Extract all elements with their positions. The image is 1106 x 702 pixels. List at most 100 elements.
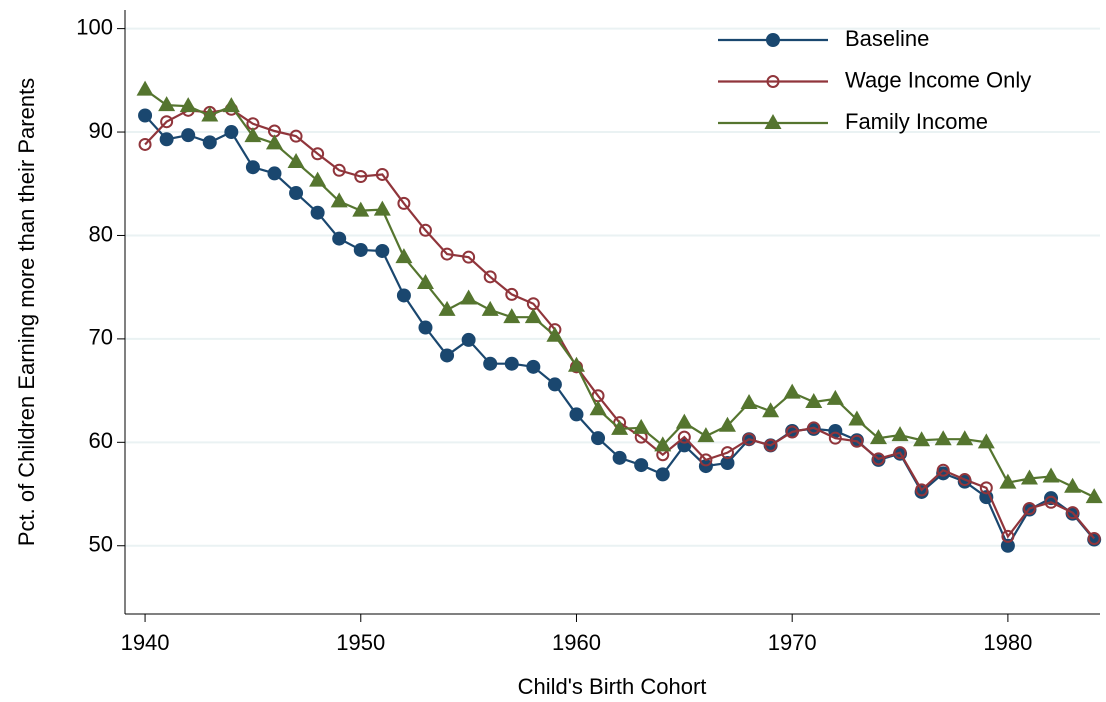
data-point (352, 201, 370, 217)
data-point (871, 452, 885, 466)
data-point (160, 115, 174, 129)
data-point (1042, 467, 1060, 483)
data-point (675, 413, 693, 429)
data-point (396, 288, 411, 303)
data-point (914, 484, 929, 499)
data-point (915, 483, 929, 497)
data-point (395, 248, 413, 264)
data-point (1000, 538, 1015, 553)
data-point (438, 300, 456, 316)
data-point (461, 332, 476, 347)
data-point (828, 431, 842, 445)
data-point (1064, 477, 1082, 493)
data-point (720, 456, 735, 470)
series-line (144, 108, 1096, 540)
data-point (418, 320, 433, 335)
data-point (762, 402, 780, 418)
data-point (977, 433, 995, 449)
data-point (481, 300, 499, 316)
data-point (287, 153, 305, 169)
data-point (699, 453, 713, 467)
data-point (591, 431, 606, 446)
legend-label: Wage Income Only (845, 67, 1031, 92)
data-point (764, 438, 778, 452)
data-point (440, 247, 454, 261)
data-point (179, 97, 197, 113)
data-point (138, 108, 153, 123)
data-point (956, 430, 974, 446)
data-point (1085, 488, 1103, 504)
data-point (159, 132, 174, 147)
y-tick-label: 50 (89, 532, 113, 557)
y-tick-label: 100 (76, 14, 113, 39)
data-point (848, 410, 866, 426)
data-point (418, 223, 432, 237)
data-point (869, 429, 887, 445)
y-axis-title: Pct. of Children Earning more than their… (14, 78, 39, 546)
data-point (202, 135, 217, 150)
data-point (612, 450, 627, 465)
data-point (783, 383, 801, 399)
data-point (807, 421, 821, 435)
data-point (720, 446, 734, 460)
data-point (373, 200, 391, 216)
legend-marker (766, 75, 780, 88)
data-point (547, 377, 562, 392)
data-point (999, 473, 1017, 489)
data-point (201, 106, 219, 122)
data-point (244, 127, 262, 143)
data-point (654, 436, 672, 452)
data-point (375, 243, 390, 258)
data-point (311, 147, 325, 161)
data-point (936, 463, 950, 477)
data-point (310, 205, 325, 220)
x-tick-label: 1970 (768, 630, 817, 655)
data-point (611, 419, 629, 435)
data-point (460, 289, 478, 305)
legend-label: Family Income (845, 109, 988, 134)
legend-marker (766, 33, 780, 47)
data-point (504, 356, 519, 371)
data-point (1044, 491, 1059, 506)
data-point (979, 481, 993, 495)
data-point (1022, 502, 1036, 516)
y-tick-label: 80 (89, 221, 113, 246)
data-point (503, 308, 521, 324)
data-point (742, 432, 756, 446)
data-point (181, 128, 196, 143)
legend-label: Baseline (845, 26, 929, 51)
data-point (265, 134, 283, 150)
data-point (526, 359, 541, 374)
data-point (440, 348, 455, 363)
data-point (354, 170, 368, 184)
data-point (634, 458, 649, 473)
data-point (1020, 469, 1038, 485)
y-tick-label: 90 (89, 118, 113, 143)
data-point (330, 192, 348, 208)
data-point (934, 430, 952, 446)
data-point (524, 308, 542, 324)
data-point (483, 270, 497, 284)
data-point (697, 427, 715, 443)
data-point (785, 425, 799, 439)
data-point (569, 407, 584, 422)
data-point (632, 418, 650, 434)
data-point (891, 426, 909, 442)
data-point (353, 242, 368, 257)
data-point (718, 416, 736, 432)
data-point (245, 160, 260, 175)
data-point (826, 389, 844, 405)
data-point (567, 356, 585, 372)
data-point (309, 171, 327, 187)
data-point (936, 466, 951, 481)
data-point (267, 166, 282, 181)
data-point (677, 430, 691, 444)
data-point (158, 96, 176, 112)
x-tick-label: 1960 (552, 630, 601, 655)
y-tick-label: 70 (89, 325, 113, 350)
data-point (462, 250, 476, 264)
series-line (144, 114, 1096, 549)
data-point (375, 167, 389, 181)
